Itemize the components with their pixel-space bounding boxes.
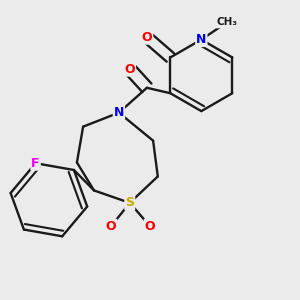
Text: N: N [114, 106, 124, 119]
Text: O: O [106, 220, 116, 233]
Text: N: N [196, 33, 206, 46]
Text: O: O [142, 31, 152, 44]
Text: S: S [125, 196, 134, 209]
Text: O: O [124, 63, 135, 76]
Text: O: O [145, 220, 155, 233]
Text: CH₃: CH₃ [216, 17, 237, 28]
Text: F: F [32, 157, 40, 170]
